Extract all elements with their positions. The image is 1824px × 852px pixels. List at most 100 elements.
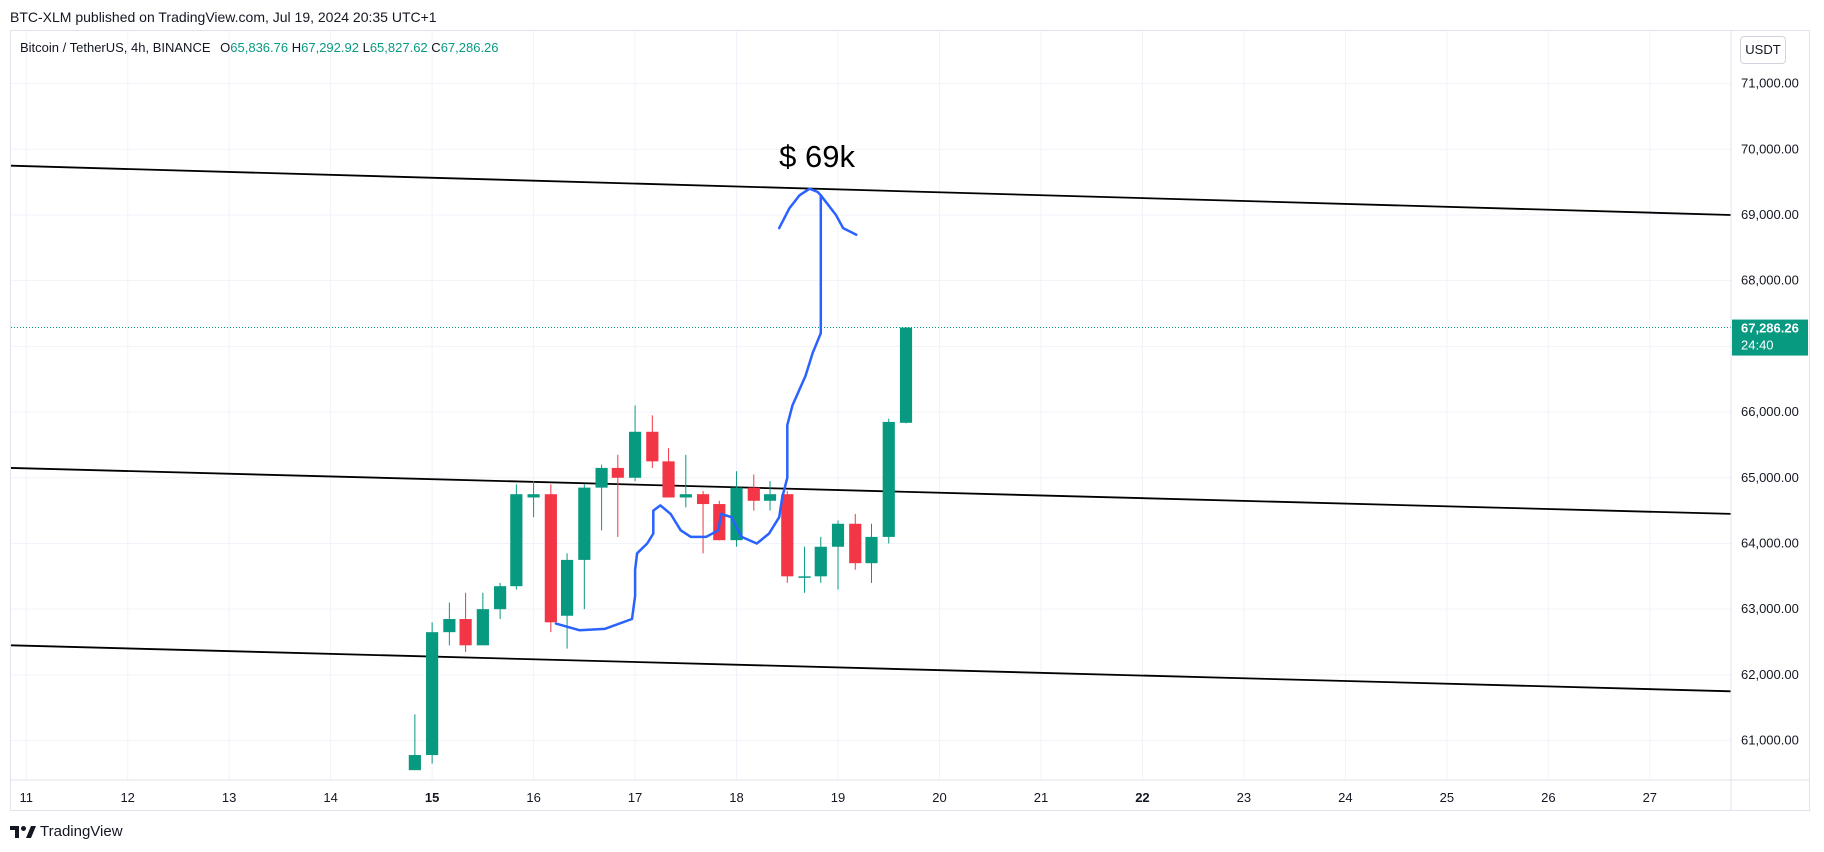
candle-body xyxy=(560,559,574,616)
candle-body xyxy=(408,755,421,771)
candle-body xyxy=(831,523,845,547)
trendline xyxy=(10,644,1732,693)
currency-button[interactable]: USDT xyxy=(1740,36,1786,64)
candle-body xyxy=(628,431,642,478)
low-key: L xyxy=(362,40,370,55)
candle-body xyxy=(595,467,608,488)
candle-body xyxy=(814,546,827,577)
candle xyxy=(662,448,675,498)
candle-body xyxy=(882,421,895,537)
last-price-label: 67,286.26 24:40 xyxy=(1732,319,1808,356)
candle-body xyxy=(679,494,692,498)
close-key: C xyxy=(431,40,441,55)
candle xyxy=(595,464,608,531)
high-value: 67,292.92 xyxy=(301,40,359,55)
candle-body xyxy=(611,467,624,478)
candle-body xyxy=(646,431,659,462)
candle xyxy=(611,454,624,537)
price-tick-label: 61,000.00 xyxy=(1741,733,1799,748)
candle xyxy=(763,481,777,511)
time-tick-label: 23 xyxy=(1237,790,1251,805)
time-tick-label: 17 xyxy=(628,790,642,805)
price-tick-label: 68,000.00 xyxy=(1741,273,1799,288)
footer-brand[interactable]: TradingView xyxy=(10,823,123,840)
freehand-drawing xyxy=(554,187,823,632)
time-tick-label: 20 xyxy=(932,790,946,805)
high-key: H xyxy=(291,40,302,55)
candle-body xyxy=(781,494,794,577)
candle-body xyxy=(426,632,439,756)
candle-body xyxy=(459,619,472,646)
time-tick-label: 12 xyxy=(120,790,134,805)
price-tick-label: 64,000.00 xyxy=(1741,535,1799,550)
candle xyxy=(882,418,895,544)
candle-body xyxy=(476,609,489,646)
candle-body xyxy=(899,327,913,423)
candle xyxy=(679,454,692,508)
time-tick-label: 13 xyxy=(222,790,236,805)
time-tick-label: 22 xyxy=(1135,790,1149,805)
candle-body xyxy=(443,619,456,633)
open-value: 65,836.76 xyxy=(230,40,289,55)
candle-body xyxy=(747,487,760,501)
candles xyxy=(408,327,913,771)
trendlines xyxy=(10,164,1732,693)
time-tick-label: 21 xyxy=(1034,790,1048,805)
candle-body xyxy=(578,487,591,560)
candle-body xyxy=(510,494,523,587)
candle xyxy=(426,622,439,764)
price-tick-label: 66,000.00 xyxy=(1741,404,1799,419)
symbol-legend: Bitcoin / TetherUS, 4h, BINANCE O65,836.… xyxy=(20,40,499,55)
candle xyxy=(781,490,794,583)
time-axis[interactable]: 11 12 13 14 15 16 17 18 19 20 21 22 23 24 25 26 27 xyxy=(19,790,1657,805)
price-tick-label: 70,000.00 xyxy=(1741,141,1799,156)
time-tick-label: 14 xyxy=(323,790,337,805)
candle-body xyxy=(662,461,675,498)
candle xyxy=(443,602,456,646)
price-tick-label: 62,000.00 xyxy=(1741,667,1799,682)
trendline xyxy=(10,467,1732,515)
low-value: 65,827.62 xyxy=(369,40,428,55)
tradingview-logo-icon xyxy=(10,825,36,838)
candle xyxy=(831,520,845,590)
candle xyxy=(578,484,591,610)
candle xyxy=(849,513,862,570)
price-axis[interactable]: 61,000.00 62,000.00 63,000.00 64,000.00 65,0… xyxy=(1741,76,1799,748)
price-tick-label: 65,000.00 xyxy=(1741,470,1799,485)
candle xyxy=(476,592,489,646)
candle xyxy=(560,553,574,649)
candle xyxy=(865,523,878,583)
candle-body xyxy=(696,494,710,505)
time-tick-label: 19 xyxy=(831,790,845,805)
chart-frame xyxy=(10,30,1810,811)
time-tick-label: 11 xyxy=(19,790,33,805)
candle xyxy=(646,415,659,468)
time-tick-label: 25 xyxy=(1440,790,1454,805)
freehand-drawing-tail xyxy=(819,194,858,236)
candle-body xyxy=(763,494,777,501)
last-price-box xyxy=(1732,319,1808,356)
candle xyxy=(747,474,760,511)
symbol-title[interactable]: Bitcoin / TetherUS, 4h, BINANCE xyxy=(20,40,211,55)
grid xyxy=(11,31,1731,780)
candle-body xyxy=(527,494,540,498)
trendline xyxy=(10,164,1732,216)
candle-body xyxy=(865,536,878,564)
footer-brand-label: TradingView xyxy=(40,823,123,840)
close-value: 67,286.26 xyxy=(440,40,499,55)
price-tick-label: 63,000.00 xyxy=(1741,601,1799,616)
time-tick-label: 27 xyxy=(1643,790,1657,805)
candle xyxy=(730,471,743,547)
bar-countdown: 24:40 xyxy=(1741,338,1774,353)
candle xyxy=(628,405,642,482)
candle-body xyxy=(494,586,507,610)
candle-body xyxy=(544,494,557,623)
time-tick-label: 24 xyxy=(1338,790,1352,805)
price-tick-label: 69,000.00 xyxy=(1741,207,1799,222)
candle xyxy=(494,582,507,620)
annotation-label: $ 69k xyxy=(779,139,855,174)
candle xyxy=(510,484,523,590)
candle-body xyxy=(849,523,862,564)
last-price-value: 67,286.26 xyxy=(1741,321,1799,336)
